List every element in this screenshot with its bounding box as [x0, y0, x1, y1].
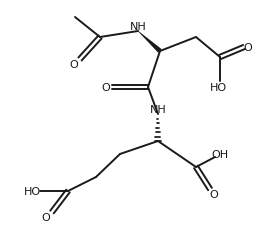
Text: O: O: [70, 60, 78, 70]
Text: O: O: [41, 212, 50, 222]
Text: OH: OH: [211, 149, 228, 159]
Polygon shape: [138, 32, 162, 54]
Text: NH: NH: [149, 105, 166, 115]
Text: NH: NH: [130, 22, 146, 32]
Text: O: O: [244, 43, 252, 53]
Text: HO: HO: [23, 186, 40, 196]
Text: O: O: [102, 83, 110, 93]
Text: HO: HO: [209, 83, 227, 93]
Text: O: O: [210, 189, 218, 199]
